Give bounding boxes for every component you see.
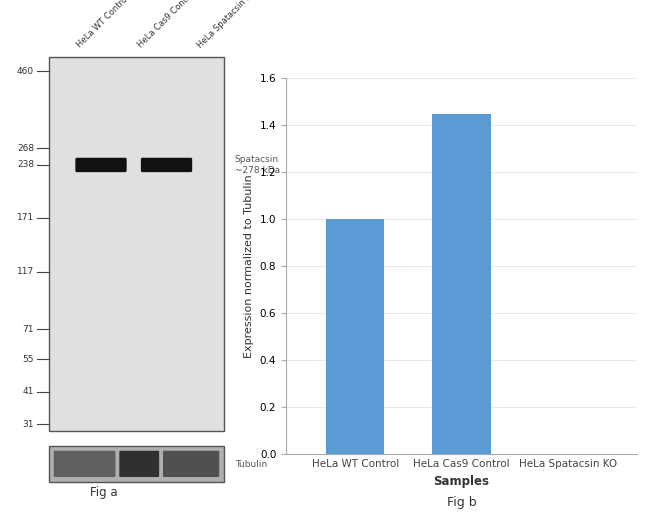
FancyBboxPatch shape (75, 158, 127, 172)
X-axis label: Samples: Samples (434, 474, 489, 488)
Text: 31: 31 (23, 420, 34, 429)
Text: HeLa WT Control: HeLa WT Control (75, 0, 132, 50)
Bar (326, 219, 384, 454)
Text: 268: 268 (17, 144, 34, 152)
Text: 41: 41 (23, 387, 34, 396)
Bar (49, 57, 224, 432)
Bar (432, 114, 491, 454)
Text: Spatacsin
~278 kDa: Spatacsin ~278 kDa (235, 155, 280, 175)
Text: Tubulin: Tubulin (235, 460, 267, 469)
Y-axis label: Expression normalized to Tubulin: Expression normalized to Tubulin (244, 174, 254, 358)
Text: HeLa Spatacsin KO: HeLa Spatacsin KO (196, 0, 258, 50)
Bar (49, 446, 224, 482)
FancyBboxPatch shape (120, 451, 159, 477)
FancyBboxPatch shape (54, 451, 116, 477)
Text: 55: 55 (23, 355, 34, 364)
Text: Fig b: Fig b (447, 496, 476, 509)
FancyBboxPatch shape (141, 158, 192, 172)
Text: 460: 460 (17, 67, 34, 76)
FancyBboxPatch shape (163, 451, 219, 477)
Text: HeLa Cas9 Control: HeLa Cas9 Control (136, 0, 197, 50)
Text: 117: 117 (17, 267, 34, 276)
Text: 71: 71 (23, 325, 34, 334)
Text: 171: 171 (17, 213, 34, 222)
Text: 238: 238 (17, 160, 34, 170)
Text: Fig a: Fig a (90, 485, 118, 499)
